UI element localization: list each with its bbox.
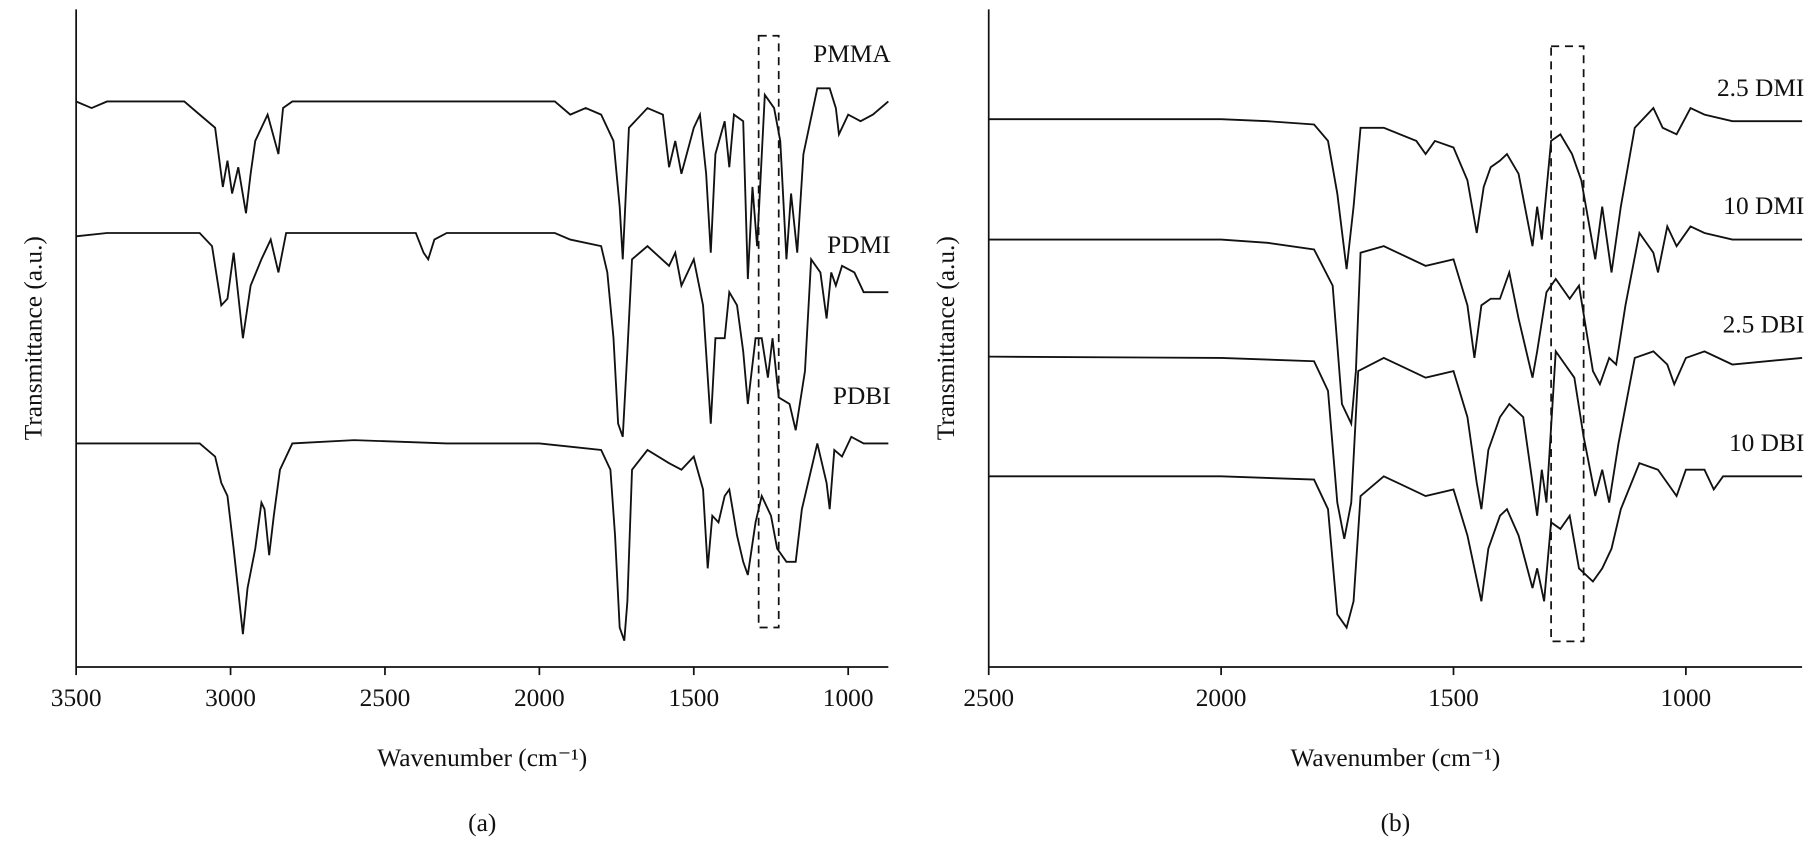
caption: (a) — [468, 809, 496, 837]
x-tick-label: 2500 — [360, 684, 411, 712]
spectrum-line — [988, 223, 1803, 428]
x-tick-label: 1500 — [1428, 684, 1479, 712]
x-tick-label: 2500 — [963, 684, 1014, 712]
spectrum-line — [988, 461, 1803, 630]
x-tick-label: 1000 — [823, 684, 874, 712]
spectrum-line — [988, 348, 1803, 539]
x-tick-label: 3000 — [205, 684, 256, 712]
caption: (b) — [1381, 809, 1411, 837]
x-axis-title: Wavenumber (cm⁻¹) — [1290, 744, 1500, 772]
series-label: PDMI — [827, 231, 890, 259]
spectrum-line — [75, 87, 889, 280]
x-tick-label: 2000 — [1196, 684, 1247, 712]
highlight-box — [1550, 45, 1585, 643]
spectrum-line — [988, 106, 1803, 273]
series-label: PMMA — [813, 40, 891, 68]
spectrum-line — [76, 435, 889, 642]
x-tick-label: 3500 — [51, 684, 102, 712]
series-label: 10 DBI — [1729, 429, 1804, 457]
x-tick-label: 1000 — [1661, 684, 1712, 712]
series-label: 2.5 DBI — [1723, 311, 1805, 339]
spectrum-line — [76, 232, 889, 438]
highlight-box — [757, 34, 780, 629]
y-axis-title: Transmittance (a.u.) — [20, 236, 48, 440]
x-axis-title: Wavenumber (cm⁻¹) — [377, 744, 587, 772]
x-tick-label: 1500 — [668, 684, 719, 712]
series-label: PDBI — [833, 382, 891, 410]
series-label: 10 DMI — [1723, 192, 1804, 220]
x-tick-label: 2000 — [514, 684, 565, 712]
series-label: 2.5 DMI — [1717, 74, 1804, 102]
y-axis-title: Transmittance (a.u.) — [932, 236, 960, 440]
